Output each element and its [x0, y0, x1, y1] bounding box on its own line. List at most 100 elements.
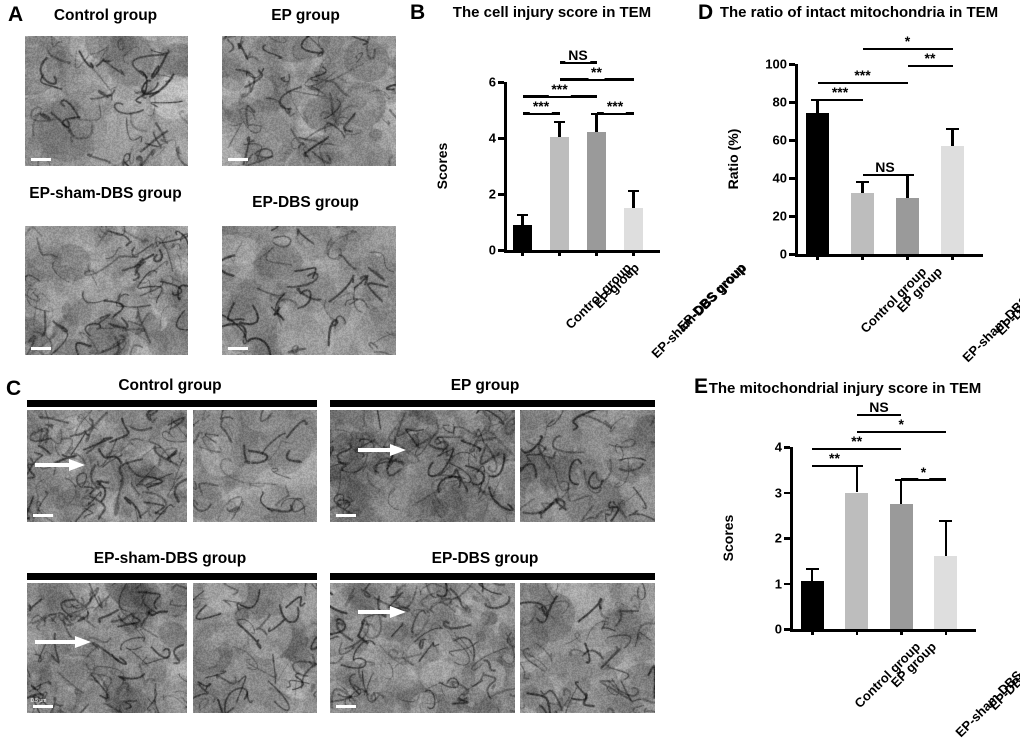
y-axis	[504, 82, 507, 250]
panel-letter-c: C	[6, 377, 22, 400]
error-bar	[861, 180, 864, 194]
scale-bar-label: 0.5 μm	[31, 698, 47, 704]
error-bar	[900, 478, 903, 504]
significance-label: NS	[565, 47, 591, 62]
scale-bar	[228, 347, 248, 350]
group-divider-bar	[330, 400, 655, 407]
bar-control-group	[800, 581, 824, 629]
y-tick-label: 2	[488, 186, 496, 202]
significance-label: ***	[603, 98, 627, 113]
y-tick	[784, 537, 790, 540]
significance-line	[812, 447, 902, 451]
error-bar-cap	[805, 567, 819, 570]
panel-c-group-label-control: Control group	[118, 377, 222, 394]
panel-a-image-label-ep: EP group	[271, 7, 340, 24]
bar-ep-sham-dbs-group	[889, 503, 913, 629]
significance-bracket: *	[901, 464, 946, 481]
error-bar-cap	[554, 121, 565, 124]
tem-image-c-ep-dbs-high	[520, 583, 655, 713]
x-tick	[521, 250, 524, 256]
tem-image-c-ep-dbs-low	[330, 583, 515, 713]
plot-area-d: 0 20 40 60 80 100 Ratio (%) Control group EP gro…	[725, 34, 1020, 365]
bar-control-group	[805, 113, 830, 254]
error-bar	[816, 99, 819, 114]
y-tick-label: 0	[774, 621, 782, 637]
x-tick	[900, 629, 903, 635]
significance-bracket: ***	[817, 85, 863, 102]
group-divider-bar	[27, 573, 317, 580]
panel-letter-b: B	[410, 1, 426, 24]
significance-label: NS	[872, 160, 898, 175]
significance-line	[812, 464, 857, 468]
y-tick-label: 3	[774, 485, 782, 500]
plot-area-e: 0 1 2 3 4 Scores Control group EP group EP-sham-…	[720, 400, 1020, 740]
significance-bracket: ***	[817, 68, 908, 85]
y-tick-label: 20	[772, 208, 787, 224]
scale-bar	[31, 347, 51, 350]
bar-ep-group	[549, 137, 570, 250]
error-bar	[951, 127, 954, 146]
significance-bracket: NS	[559, 47, 597, 64]
error-bar	[632, 189, 635, 208]
significance-line	[901, 478, 946, 481]
group-divider-bar	[27, 400, 317, 407]
significance-line	[559, 78, 634, 81]
chart-title-e: The mitochondrial injury score in TEM	[708, 380, 982, 397]
significance-label: **	[588, 64, 605, 79]
significance-bracket: **	[812, 451, 857, 468]
significance-bracket: ***	[596, 98, 634, 115]
chart-title-d: The ratio of intact mitochondria in TEM	[719, 4, 999, 21]
y-tick	[784, 491, 790, 494]
y-tick-label: 0	[779, 246, 787, 262]
tem-image-c-control-high	[193, 410, 317, 522]
significance-label: ***	[828, 85, 852, 100]
y-tick	[789, 63, 795, 66]
bar-ep-dbs-group	[623, 208, 644, 250]
significance-label: ***	[851, 68, 874, 83]
significance-bracket: **	[907, 51, 953, 68]
scale-bar	[228, 158, 248, 161]
panel-c-group-label-ep-sham-dbs: EP-sham-DBS group	[93, 550, 247, 567]
y-tick	[498, 249, 504, 252]
x-tick	[861, 254, 864, 260]
bar-ep-dbs-group	[940, 145, 965, 254]
panel-a-image-label-ep-dbs: EP-DBS group	[252, 194, 359, 211]
significance-label: **	[848, 434, 866, 449]
scale-bar	[336, 514, 356, 517]
y-tick-label: 4	[488, 130, 496, 146]
significance-label: NS	[866, 400, 892, 415]
significance-label: **	[921, 51, 939, 66]
x-axis	[504, 250, 660, 253]
significance-line	[522, 95, 597, 98]
significance-bracket: *	[856, 417, 946, 434]
tem-image-a-ep-sham-dbs	[25, 226, 188, 355]
significance-line	[907, 64, 953, 68]
significance-line	[862, 47, 953, 51]
x-axis	[790, 629, 976, 632]
significance-label: ***	[529, 98, 553, 113]
panel-c-group-label-ep: EP group	[450, 377, 520, 394]
tem-image-c-control-low	[27, 410, 187, 522]
y-tick-label: 40	[772, 170, 787, 186]
y-axis	[795, 64, 798, 254]
x-tick	[906, 254, 909, 260]
significance-bracket: NS	[856, 400, 902, 417]
significance-line	[862, 173, 908, 177]
bar-ep-sham-dbs-group	[586, 132, 607, 250]
error-bar-cap	[855, 180, 870, 184]
bar-ep-sham-dbs-group	[895, 197, 920, 254]
significance-label: **	[826, 451, 843, 466]
error-bar	[521, 214, 524, 225]
significance-line	[559, 61, 597, 64]
scale-bar	[336, 705, 356, 708]
y-tick-label: 2	[774, 530, 782, 546]
significance-label: *	[895, 417, 907, 432]
panel-a-image-label-control: Control group	[53, 7, 158, 24]
scale-bar	[33, 514, 53, 517]
significance-bracket: **	[812, 434, 902, 451]
x-tick	[944, 629, 947, 635]
tem-image-a-control	[25, 36, 188, 166]
y-axis-label: Scores	[434, 142, 450, 190]
y-tick	[784, 628, 790, 631]
